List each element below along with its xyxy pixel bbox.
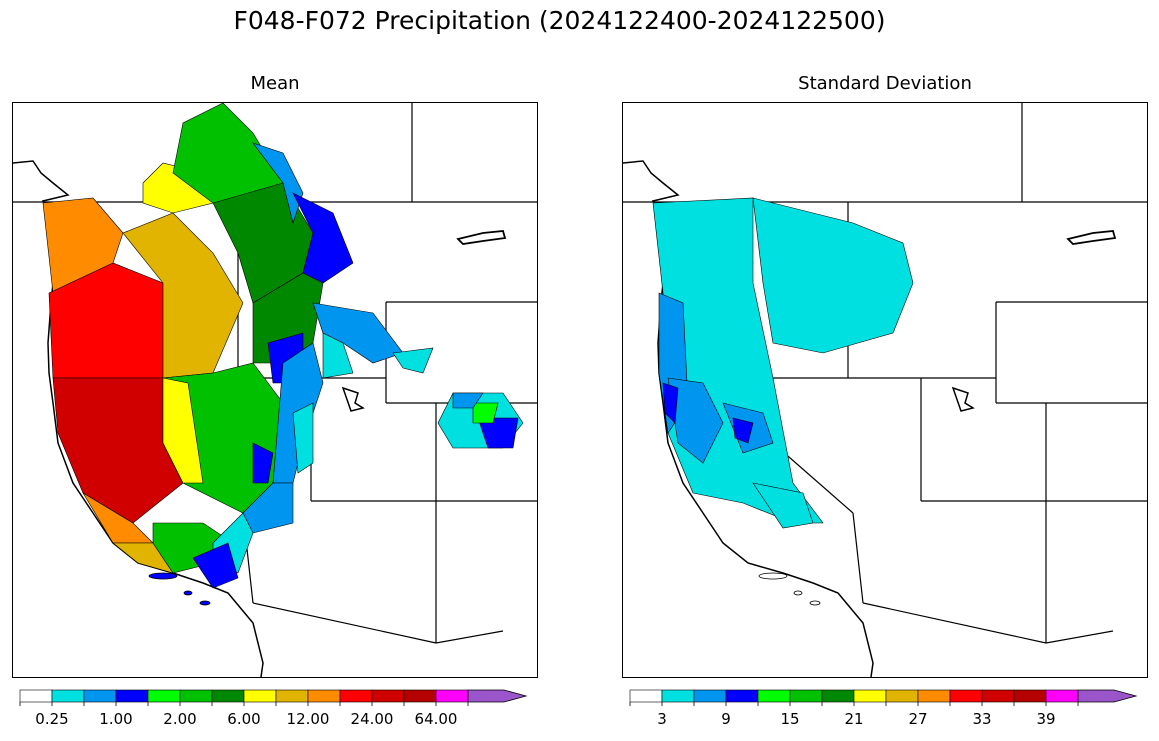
mean-precip-regions [42,103,524,589]
stddev-colorbar-bin [757,689,791,703]
stddev-map-canvas [623,103,1147,677]
mean-tick-label: 2.00 [163,710,197,728]
mean-map [12,102,538,678]
mean-colorbar-bin [83,689,117,703]
stddev-colorbar-bin [629,689,663,703]
stddev-colorbar-bin [949,689,983,703]
great-salt-lake [951,386,975,412]
coastline [13,160,264,677]
stddev-colorbar-bin [1045,689,1079,703]
mean-tick-label: 6.00 [227,710,261,728]
mean-colorbar-bin [339,689,373,703]
mean-colorbar-bin [243,689,277,703]
mean-tick-label: 24.00 [350,710,394,728]
mean-colorbar-bin [179,689,213,703]
stddev-colorbar-bin [981,689,1015,703]
figure-title: F048-F072 Precipitation (2024122400-2024… [233,6,886,35]
mean-colorbar-bin [147,689,181,703]
stddev-colorbar-bin [885,689,919,703]
mean-colorbar-bin [403,689,437,703]
stddev-colorbar-bin [853,689,887,703]
stddev-colorbar-svg [629,689,1138,706]
stddev-tick-label: 3 [657,710,667,728]
mean-tick-label: 12.00 [286,710,330,728]
stddev-colorbar-bin [789,689,823,703]
stddev-colorbar-bin [821,689,855,703]
stddev-colorbar-bin [661,689,695,703]
mean-colorbar-extend-arrow [467,689,528,703]
mean-colorbar-bin [307,689,341,703]
great-salt-lake [341,386,365,412]
mean-colorbar-ticks: 0.25 1.00 2.00 6.00 12.00 24.00 64.00 [20,710,540,730]
mean-tick-label: 1.00 [99,710,133,728]
mean-colorbar-bin [51,689,85,703]
stddev-colorbar [629,689,1140,706]
mean-colorbar-svg [19,689,528,706]
northern-lake [1066,230,1117,245]
stddev-tick-label: 33 [972,710,992,728]
mean-colorbar-bin [435,689,469,703]
mean-map-canvas [13,103,537,677]
channel-islands [758,572,821,606]
stddev-tick-label: 15 [780,710,800,728]
mean-panel-title: Mean [250,73,300,94]
mean-colorbar-bin [19,689,53,703]
stddev-colorbar-bin [917,689,951,703]
mean-tick-label: 64.00 [414,710,458,728]
stddev-colorbar-extend-arrow [1077,689,1138,703]
stddev-colorbar-bin [725,689,759,703]
mean-colorbar-bin [115,689,149,703]
mean-colorbar-bin [275,689,309,703]
channel-islands [148,572,211,606]
stddev-tick-label: 21 [844,710,864,728]
mean-colorbar-bin [371,689,405,703]
stddev-regions [652,197,914,529]
stddev-tick-label: 27 [908,710,928,728]
stddev-map [622,102,1148,678]
stddev-colorbar-bin [693,689,727,703]
stddev-tick-label: 9 [721,710,731,728]
mean-tick-label: 0.25 [35,710,69,728]
stddev-colorbar-bin [1013,689,1047,703]
stddev-panel-title: Standard Deviation [798,73,972,94]
stddev-tick-label: 39 [1036,710,1056,728]
mean-colorbar [19,689,530,706]
stddev-colorbar-ticks: 3 9 15 21 27 33 39 [630,710,1150,730]
northern-lake [456,230,507,245]
mean-colorbar-bin [211,689,245,703]
